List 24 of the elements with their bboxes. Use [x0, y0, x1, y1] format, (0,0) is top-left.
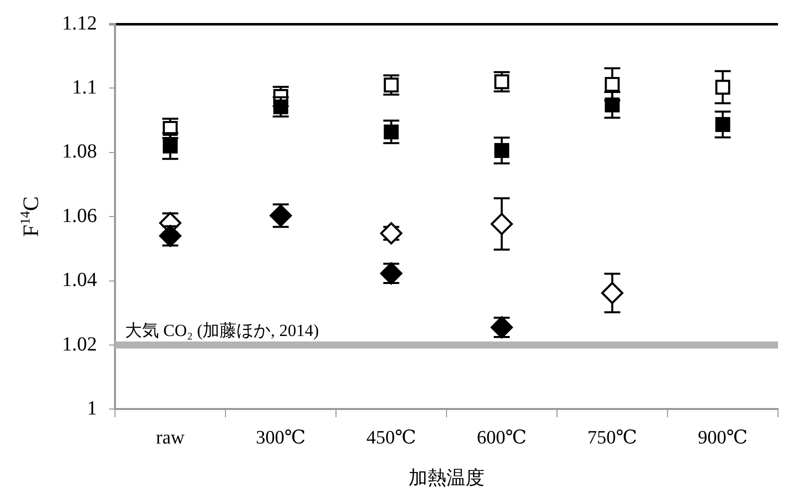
- y-tick-label: 1.12: [62, 12, 97, 34]
- x-tick-label: raw: [156, 428, 185, 449]
- x-tick-label: 300℃: [256, 428, 306, 449]
- point: [380, 222, 402, 244]
- point: [715, 117, 730, 132]
- point: [384, 124, 399, 140]
- x-tick-label: 900℃: [698, 428, 748, 449]
- y-axis-title: F14C: [18, 196, 43, 237]
- x-axis-title: 加熱温度: [408, 467, 484, 489]
- point: [490, 212, 513, 235]
- y-tick-label: 1.06: [62, 204, 97, 227]
- point: [494, 143, 510, 158]
- x-tick-label: 450℃: [366, 428, 416, 449]
- point: [601, 282, 624, 304]
- point: [604, 98, 620, 112]
- y-tick-label: 1.08: [62, 140, 97, 163]
- point: [162, 138, 178, 154]
- y-tick-label: 1.1: [72, 76, 97, 98]
- x-tick-label: 750℃: [587, 428, 638, 449]
- y-tick-label: 1.04: [62, 269, 97, 292]
- x-tick-label: 600℃: [476, 428, 527, 449]
- ref-line-label: 大気 CO₂ (加藤ほか, 2014): [125, 321, 319, 340]
- y-tick-label: 1.02: [62, 333, 97, 356]
- y-tick-label: 1: [87, 397, 97, 420]
